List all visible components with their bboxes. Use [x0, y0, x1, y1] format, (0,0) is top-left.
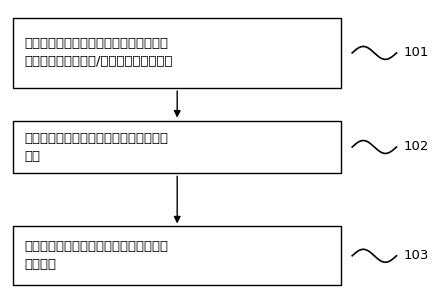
Text: 101: 101 — [403, 46, 428, 59]
Bar — [13, 18, 341, 88]
Text: 102: 102 — [403, 141, 428, 153]
Bar — [13, 121, 341, 173]
Bar — [13, 226, 341, 285]
Text: 获取传感器采集的数据，传感器是设置于
折叠屏的第一分屏和/或第二分屏的传感器: 获取传感器采集的数据，传感器是设置于 折叠屏的第一分屏和/或第二分屏的传感器 — [24, 37, 173, 69]
Text: 103: 103 — [403, 249, 428, 262]
Text: 根据所述传感器采集的数据确定折叠屏的
姿态: 根据所述传感器采集的数据确定折叠屏的 姿态 — [24, 131, 168, 163]
Text: 根据所述折叠屏的姿态控制所述折叠屏的
显示方式: 根据所述折叠屏的姿态控制所述折叠屏的 显示方式 — [24, 240, 168, 271]
